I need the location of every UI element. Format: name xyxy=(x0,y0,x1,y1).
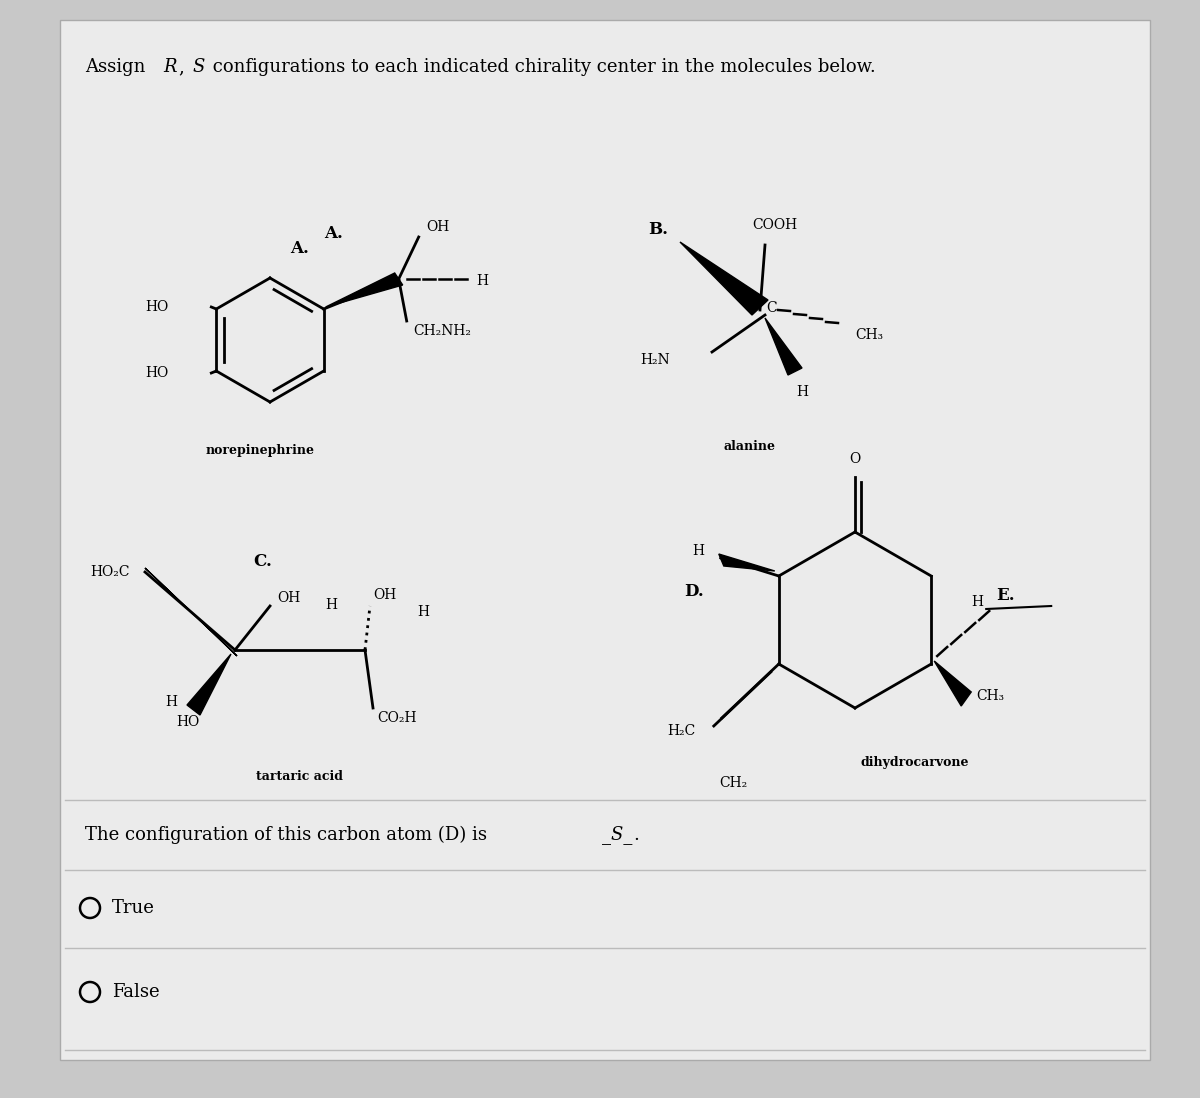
Text: COOH: COOH xyxy=(752,219,798,232)
Text: OH: OH xyxy=(373,589,396,602)
Text: O: O xyxy=(850,452,860,466)
Text: alanine: alanine xyxy=(724,440,776,453)
Text: .: . xyxy=(634,826,638,844)
Text: OH: OH xyxy=(427,220,450,234)
Polygon shape xyxy=(325,273,403,307)
Text: HO: HO xyxy=(145,366,168,380)
Text: tartaric acid: tartaric acid xyxy=(257,770,343,783)
Text: CH₂: CH₂ xyxy=(720,776,748,789)
Text: CH₃: CH₃ xyxy=(977,690,1004,703)
Text: H: H xyxy=(418,605,430,619)
Text: HO₂C: HO₂C xyxy=(90,565,130,579)
Polygon shape xyxy=(680,242,768,315)
Text: H: H xyxy=(166,695,178,709)
Text: CH₃: CH₃ xyxy=(854,328,883,341)
Text: E.: E. xyxy=(996,587,1015,605)
Text: dihydrocarvone: dihydrocarvone xyxy=(860,757,970,769)
Text: True: True xyxy=(112,899,155,917)
FancyBboxPatch shape xyxy=(60,20,1150,1060)
Text: A.: A. xyxy=(324,225,343,243)
Text: ,: , xyxy=(178,58,184,76)
Text: _S_: _S_ xyxy=(602,826,632,844)
Polygon shape xyxy=(187,654,230,715)
Text: HO: HO xyxy=(145,300,168,314)
Text: CO₂H: CO₂H xyxy=(377,712,416,725)
Text: CH₂NH₂: CH₂NH₂ xyxy=(414,324,472,338)
Polygon shape xyxy=(935,661,971,706)
Text: Assign: Assign xyxy=(85,58,151,76)
Text: A.: A. xyxy=(290,240,308,257)
Text: H: H xyxy=(476,274,488,288)
Text: The configuration of this carbon atom (D) is: The configuration of this carbon atom (D… xyxy=(85,826,493,844)
Text: False: False xyxy=(112,983,160,1001)
Text: H₂N: H₂N xyxy=(641,352,670,367)
Polygon shape xyxy=(766,318,802,376)
Text: B.: B. xyxy=(648,222,668,238)
Text: C: C xyxy=(767,301,778,315)
Text: OH: OH xyxy=(277,591,300,605)
Text: R: R xyxy=(163,58,176,76)
Text: H: H xyxy=(796,385,808,399)
Text: H: H xyxy=(971,595,983,609)
Polygon shape xyxy=(145,568,238,656)
Text: H: H xyxy=(691,544,703,558)
Text: H₂C: H₂C xyxy=(667,724,696,738)
Text: HO: HO xyxy=(176,715,200,729)
Text: H: H xyxy=(325,598,337,612)
Text: norepinephrine: norepinephrine xyxy=(205,444,314,457)
Text: S: S xyxy=(192,58,204,76)
Text: C.: C. xyxy=(253,553,272,571)
Text: configurations to each indicated chirality center in the molecules below.: configurations to each indicated chirali… xyxy=(208,58,876,76)
Text: D.: D. xyxy=(684,583,703,600)
Polygon shape xyxy=(719,554,775,571)
